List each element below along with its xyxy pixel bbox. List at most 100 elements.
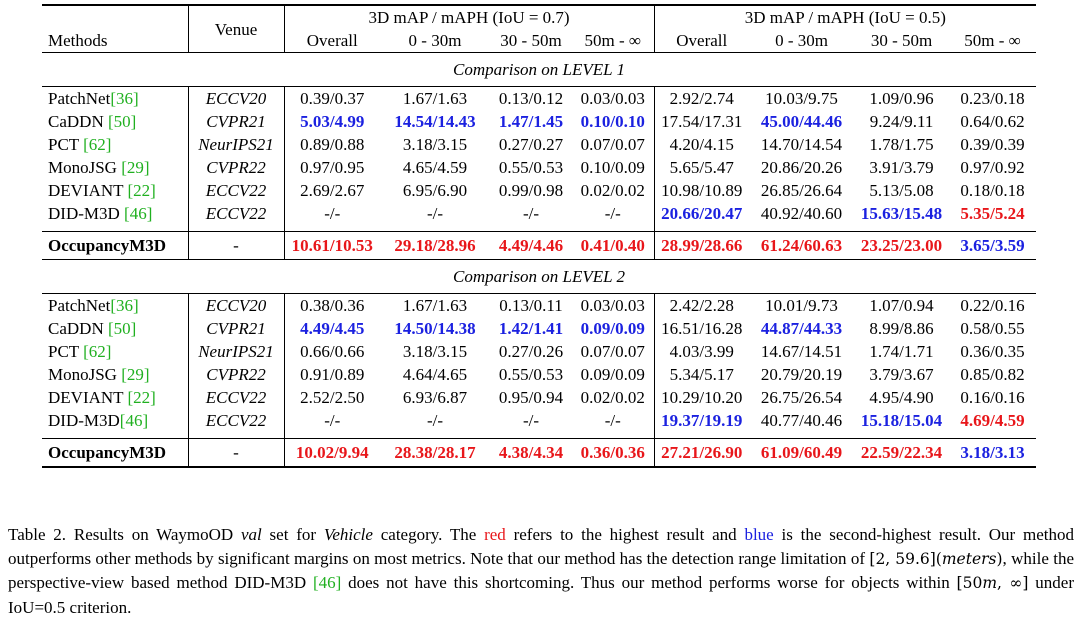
results-table: Methods Venue 3D mAP / mAPH (IoU = 0.7) … xyxy=(42,4,1037,468)
method-citation[interactable]: [22] xyxy=(127,181,156,200)
method-name: DID-M3D xyxy=(48,204,120,223)
method-citation[interactable]: [50] xyxy=(107,112,137,131)
method-citation[interactable]: [36] xyxy=(110,89,139,108)
value-cell: 44.87/44.33 xyxy=(760,319,843,338)
value-cell: 14.70/14.54 xyxy=(760,135,843,154)
caption-range: [50 xyxy=(956,574,983,592)
value-cell: 0.22/0.16 xyxy=(960,296,1025,315)
header-col: 50m - ∞ xyxy=(964,31,1021,50)
value-cell: 0.58/0.55 xyxy=(960,319,1025,338)
method-cell: PCT [62] xyxy=(42,340,188,363)
caption-text: Results on WaymoOD xyxy=(66,525,241,544)
value-cell: 0.23/0.18 xyxy=(960,89,1025,108)
method-citation[interactable]: [46] xyxy=(119,411,149,430)
value-cell: 4.69/4.59 xyxy=(960,411,1025,430)
method-citation[interactable]: [36] xyxy=(110,296,139,315)
venue-cell: ECCV22 xyxy=(187,409,284,432)
value-cell: 0.07/0.07 xyxy=(580,135,645,154)
value-cell: 1.09/0.96 xyxy=(869,89,934,108)
caption-range-unit: meters xyxy=(941,549,997,568)
venue-cell: ECCV22 xyxy=(187,386,284,409)
venue-cell: CVPR22 xyxy=(187,156,284,179)
value-cell: 0.55/0.53 xyxy=(498,365,564,384)
value-cell: -/- xyxy=(426,204,444,223)
caption-range: [2, 59.6]( xyxy=(869,549,942,568)
caption-val: val xyxy=(240,525,262,544)
ours-row: OccupancyM3D -10.61/10.53 29.18/28.96 4.49/… xyxy=(42,231,1037,260)
value-cell: 0.18/0.18 xyxy=(960,181,1025,200)
venue-cell: CVPR21 xyxy=(187,317,284,340)
header-col: 50m - ∞ xyxy=(584,31,642,50)
venue-cell: - xyxy=(188,231,284,260)
value-cell: 26.75/26.54 xyxy=(760,388,843,407)
value-cell: 0.10/0.09 xyxy=(580,158,645,177)
venue-cell: ECCV20 xyxy=(187,86,284,110)
caption-text: set for xyxy=(261,525,324,544)
value-cell: 10.61/10.53 xyxy=(283,231,380,260)
value-cell: 29.18/28.96 xyxy=(380,231,490,260)
header-methods: Methods xyxy=(48,31,108,50)
method-cell: PatchNet[36] xyxy=(42,294,188,318)
value-cell: 2.92/2.74 xyxy=(653,86,750,110)
caption-red-word: red xyxy=(484,525,506,544)
caption-range-unit: m xyxy=(982,574,998,592)
method-citation[interactable]: [29] xyxy=(121,158,150,177)
value-cell: 0.99/0.98 xyxy=(498,181,564,200)
section-title: Comparison on LEVEL 1 xyxy=(42,52,1037,87)
table-caption: Table 2. Results on WaymoOD val set for … xyxy=(8,523,1074,619)
method-name: PatchNet xyxy=(48,296,111,315)
value-cell: 3.79/3.67 xyxy=(869,365,934,384)
table-row: PatchNet[36] ECCV20 0.38/0.36 1.67/1.63 0.13… xyxy=(42,293,1036,318)
method-cell: DEVIANT [22] xyxy=(42,179,188,202)
table-row: MonoJSG [29] CVPR22 0.97/0.95 4.65/4.59 0.55… xyxy=(42,156,1036,179)
method-cell: MonoJSG [29] xyxy=(42,363,188,386)
value-cell: -/- xyxy=(283,409,380,432)
caption-citation[interactable]: [46] xyxy=(312,573,342,592)
table-row: CaDDN [50] CVPR21 4.49/4.45 14.50/14.38 1.42… xyxy=(42,317,1036,340)
method-citation[interactable]: [62] xyxy=(83,135,112,154)
value-cell: 19.37/19.19 xyxy=(653,409,750,432)
method-citation[interactable]: [50] xyxy=(107,319,137,338)
method-citation[interactable]: [62] xyxy=(83,342,112,361)
method-name: DEVIANT xyxy=(48,388,124,407)
value-cell: 2.69/2.67 xyxy=(283,179,380,202)
value-cell: 4.64/4.65 xyxy=(402,365,468,384)
value-cell: 45.00/44.46 xyxy=(760,112,843,131)
venue-cell: ECCV20 xyxy=(187,293,284,317)
page: Methods Venue 3D mAP / mAPH (IoU = 0.7) … xyxy=(8,4,1074,617)
method-name: PCT xyxy=(48,135,79,154)
value-cell: 15.18/15.04 xyxy=(860,411,943,430)
value-cell: 0.03/0.03 xyxy=(580,296,645,315)
method-citation[interactable]: [22] xyxy=(127,388,156,407)
value-cell: 10.03/9.75 xyxy=(765,89,838,108)
spacer-cell xyxy=(187,432,284,439)
value-cell: 6.93/6.87 xyxy=(402,388,468,407)
value-cell: 0.38/0.36 xyxy=(283,293,380,317)
value-cell: -/- xyxy=(604,411,621,430)
method-name: CaDDN xyxy=(48,112,104,131)
value-cell: 0.36/0.36 xyxy=(572,438,655,468)
method-name-ours: OccupancyM3D xyxy=(42,231,189,260)
method-citation[interactable]: [29] xyxy=(121,365,150,384)
value-cell: 16.51/16.28 xyxy=(653,317,750,340)
value-cell: 22.59/22.34 xyxy=(854,438,950,468)
venue-cell: ECCV22 xyxy=(187,179,284,202)
value-cell: 5.65/5.47 xyxy=(653,156,750,179)
value-cell: 1.67/1.63 xyxy=(402,296,468,315)
header-col: 0 - 30m xyxy=(775,31,828,50)
table-row: DID-M3D[46] ECCV22 -/- -/- -/- -/- 19.37/19.19… xyxy=(42,409,1036,432)
value-cell: 0.89/0.88 xyxy=(283,133,380,156)
value-cell: 15.63/15.48 xyxy=(860,204,943,223)
venue-cell: - xyxy=(188,438,284,468)
spacer-cell xyxy=(653,225,750,232)
method-cell: DEVIANT [22] xyxy=(42,386,188,409)
value-cell: 17.54/17.31 xyxy=(653,110,750,133)
value-cell: 0.39/0.37 xyxy=(283,86,380,110)
venue-cell: CVPR21 xyxy=(187,110,284,133)
method-cell: PatchNet[36] xyxy=(42,87,188,111)
value-cell: 61.09/60.49 xyxy=(749,438,855,468)
value-cell: 20.66/20.47 xyxy=(653,202,750,225)
method-name-ours: OccupancyM3D xyxy=(42,438,189,468)
value-cell: 5.35/5.24 xyxy=(960,204,1025,223)
method-citation[interactable]: [46] xyxy=(124,204,153,223)
